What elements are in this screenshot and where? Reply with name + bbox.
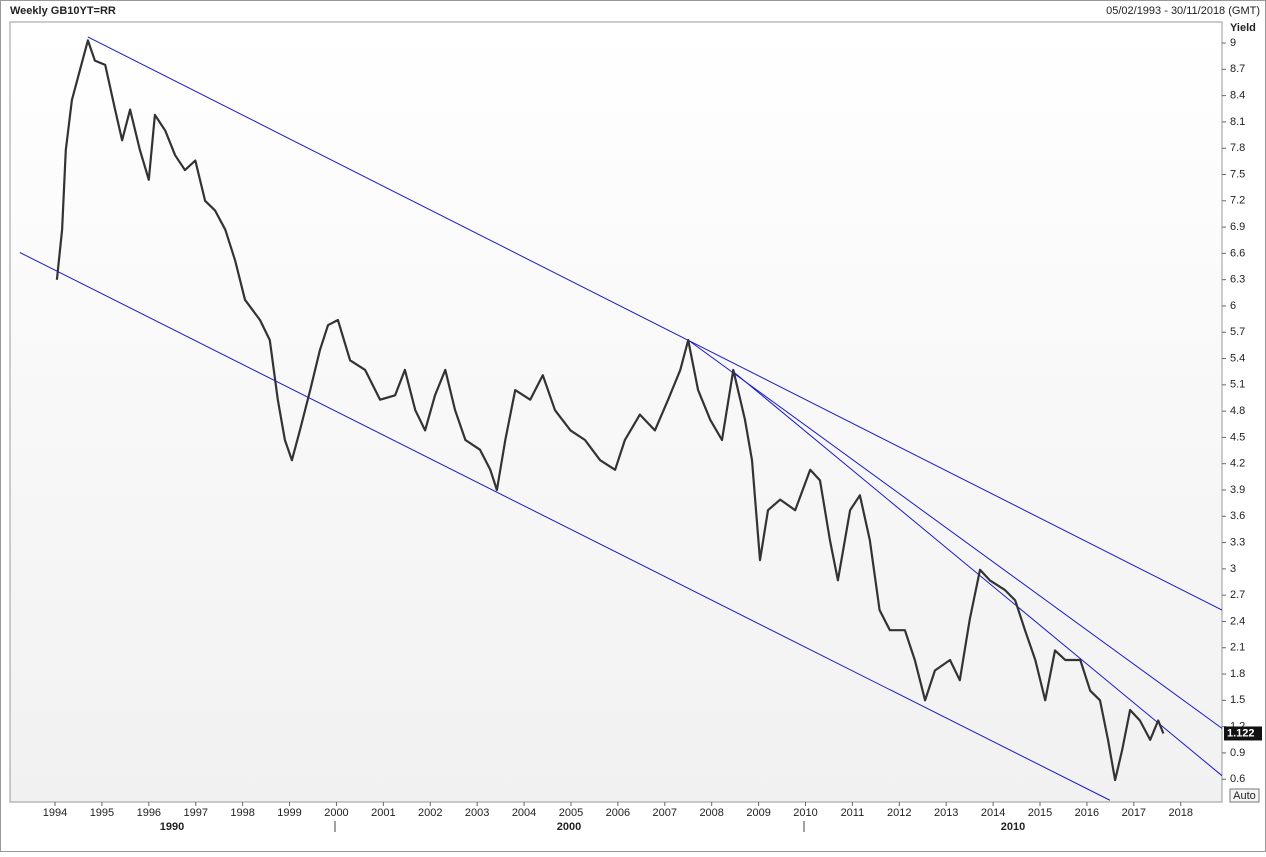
y-tick-label: 3.3 [1230,536,1245,548]
y-tick-label: 4.5 [1230,431,1245,443]
y-tick-label: 2.7 [1230,589,1245,601]
y-tick-label: 7.2 [1230,195,1245,207]
price-line [55,39,1165,782]
major-x-label: 2010 [1001,821,1025,833]
x-tick-label: 1998 [230,807,254,819]
y-tick-label: 8.4 [1230,90,1245,102]
x-tick-label: 2017 [1122,807,1146,819]
y-tick-label: 5.4 [1230,352,1245,364]
plot-layer [19,36,1222,801]
y-tick-label: 2.1 [1230,642,1245,654]
x-tick-label: 2010 [793,807,817,819]
x-tick-label: 2004 [512,807,536,819]
y-tick-label: 8.1 [1230,116,1245,128]
y-tick-label: 2.4 [1230,615,1245,627]
y-tick-label: 6.6 [1230,247,1245,259]
y-axis-label: Yield [1230,22,1256,34]
major-x-label: 1990 [160,821,184,833]
y-tick-label: 8.7 [1230,63,1245,75]
x-tick-label: 2005 [559,807,583,819]
x-tick-label: 2018 [1168,807,1192,819]
auto-button-box[interactable] [1229,788,1260,803]
y-tick-label: 9 [1230,37,1236,49]
x-tick-label: 2009 [746,807,770,819]
trend-line [19,252,1111,801]
y-tick-label: 4.2 [1230,458,1245,470]
x-tick-label: 1995 [90,807,114,819]
y-tick-label: 6.9 [1230,221,1245,233]
date-range: 05/02/1993 - 30/11/2018 (GMT) [1106,5,1260,17]
x-tick-label: 2016 [1075,807,1099,819]
last-value-box [1224,726,1262,741]
y-tick-label: 1.5 [1230,694,1245,706]
y-tick-label: 7.8 [1230,142,1245,154]
x-tick-label: 2014 [981,807,1005,819]
x-tick-label: 1999 [277,807,301,819]
y-tick-label: 5.7 [1230,326,1245,338]
chart-title: Weekly GB10YT=RR [10,5,116,17]
y-tick-label: 0.6 [1230,773,1245,785]
x-tick-label: 2006 [606,807,630,819]
x-tick-label: 1997 [183,807,207,819]
y-tick-label: 4.8 [1230,405,1245,417]
x-tick-label: 2013 [934,807,958,819]
trend-line [687,339,1222,729]
plot-area [9,21,1223,803]
x-tick-label: 2007 [653,807,677,819]
y-tick-label: 3.6 [1230,510,1245,522]
x-tick-label: 2012 [887,807,911,819]
x-tick-label: 2003 [465,807,489,819]
y-tick-label: 6.3 [1230,274,1245,286]
y-tick-label: 3.9 [1230,484,1245,496]
y-tick-label: 0.9 [1230,747,1245,759]
last-value-label: 1.122 [1227,727,1255,739]
x-tick-label: 2001 [371,807,395,819]
y-tick-label: 7.5 [1230,168,1245,180]
auto-button-label[interactable]: Auto [1233,790,1256,802]
trend-line [732,371,1222,777]
y-tick-label: 6 [1230,300,1236,312]
y-tick-label: 1.8 [1230,668,1245,680]
trend-line [87,36,1222,611]
y-tick-label: 5.1 [1230,379,1245,391]
x-tick-label: 2000 [324,807,348,819]
x-tick-label: 2015 [1028,807,1052,819]
y-tick-label: 3 [1230,563,1236,575]
x-tick-label: 2011 [841,807,865,819]
auto-button[interactable]: Auto [1229,788,1260,803]
x-tick-label: 1994 [43,807,67,819]
x-tick-label: 2002 [418,807,442,819]
x-tick-label: 2008 [699,807,723,819]
major-x-label: 2000 [557,821,581,833]
x-tick-label: 1996 [137,807,161,819]
